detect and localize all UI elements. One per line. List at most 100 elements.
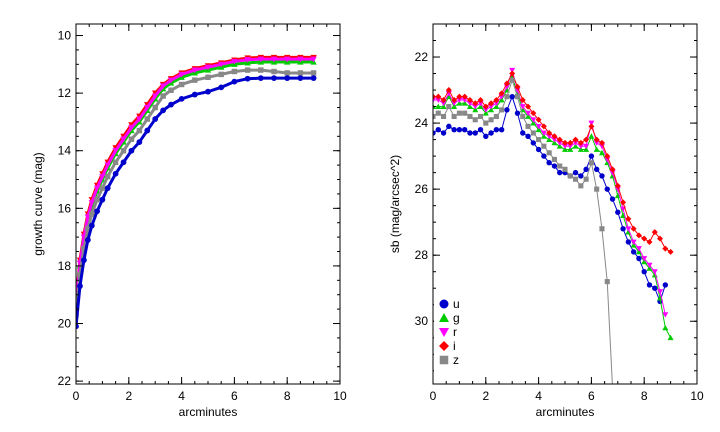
series-z-point [536, 137, 542, 143]
series-r-point [433, 97, 436, 103]
series-curve-3-point [104, 162, 111, 169]
series-r-point [662, 312, 669, 318]
series-curve-5-point [76, 323, 79, 330]
series-u-point [646, 282, 653, 288]
series-curve-3-point [297, 56, 304, 63]
series-curve-5-point [152, 116, 159, 122]
series-z-point [499, 107, 505, 113]
series-g-point [435, 103, 442, 109]
series-g-point [562, 146, 568, 152]
series-i-point [535, 116, 542, 123]
series-z-point [509, 77, 515, 83]
series-u-point [461, 126, 468, 133]
x-tick-label: 10 [690, 389, 704, 403]
series-curve-4-point [258, 67, 264, 73]
series-g-point [641, 258, 648, 265]
series-i-point [466, 96, 473, 103]
series-z-point [488, 117, 494, 123]
series-u-point [477, 126, 484, 133]
series-r-point [482, 107, 489, 113]
series-g-line [433, 75, 672, 338]
series-z-point [433, 113, 436, 120]
series-z-point [604, 279, 610, 285]
plot-area [433, 67, 674, 384]
series-i-point [519, 96, 526, 103]
series-i-point [609, 166, 616, 173]
x-tick-label: 4 [178, 389, 185, 403]
series-u-point [593, 166, 600, 173]
series-u-point [599, 173, 605, 179]
x-tick-label: 6 [231, 389, 238, 403]
series-r-point [588, 120, 595, 127]
series-r-point [572, 140, 579, 146]
series-u-point [588, 153, 595, 159]
series-i-point [577, 139, 584, 146]
series-g-point [498, 96, 505, 103]
series-i-point [440, 96, 447, 103]
series-i [433, 70, 674, 255]
x-tick-label: 2 [482, 389, 489, 403]
series-i-point [488, 100, 495, 107]
series-r-point [651, 269, 658, 275]
series-g-point [445, 93, 452, 100]
series-curve-5-point [205, 88, 211, 95]
series-r-point [593, 140, 600, 146]
series-r-point [583, 143, 590, 150]
y-axis-label: sb (mag/arcsec^2) [388, 155, 402, 253]
series-z-point [594, 186, 600, 192]
series-u-point [615, 209, 621, 215]
series-curve-5-point [178, 96, 185, 102]
series-r-point [604, 157, 611, 163]
series-curve-4-point [99, 185, 106, 191]
series-g-point [493, 103, 500, 109]
series-u-point [446, 123, 452, 130]
series-g-point [477, 103, 484, 109]
series-z-point [483, 120, 489, 126]
series-r-point [466, 100, 473, 107]
series-u-point [541, 153, 547, 159]
series-z-point [493, 113, 499, 120]
series-curve-4-point [178, 81, 185, 88]
series-curve-3-point [244, 57, 251, 63]
series-r-point [456, 97, 463, 103]
series-g-point [551, 139, 558, 146]
y-tick-label: 22 [58, 374, 72, 388]
series-u-point [546, 160, 552, 166]
series-r [433, 67, 669, 318]
series-z-point [446, 104, 452, 110]
y-tick-label: 14 [58, 144, 72, 158]
series-g-point [593, 146, 600, 152]
series-g-point [667, 334, 674, 341]
series-curve-4-point [284, 70, 290, 76]
series-u-point [630, 249, 637, 255]
series-u-point [604, 186, 610, 192]
series-curve-5-point [120, 159, 127, 166]
series-i-point [456, 93, 463, 100]
series-i-line [433, 72, 671, 253]
series-g-point [630, 242, 637, 248]
series-curve-5-point [104, 185, 111, 192]
series-r-line [433, 68, 666, 315]
series-i-point [482, 103, 489, 110]
series-r-point [493, 100, 500, 107]
series-curve-4-point [136, 127, 143, 134]
series-g-point [461, 100, 468, 106]
series-curve-4-point [192, 77, 198, 83]
series-g-point [567, 146, 574, 152]
series-r-point [519, 104, 526, 110]
series-z-point [477, 113, 484, 120]
series-u-point [557, 169, 563, 176]
series-z-point [599, 226, 605, 232]
series-i-point [525, 103, 532, 110]
series-i-point [620, 199, 627, 206]
series-curve-3-point [178, 71, 185, 78]
series-z-point [551, 156, 557, 162]
series-z-point [462, 110, 468, 116]
series-curve-5-line [76, 76, 314, 327]
series-u-point [583, 166, 589, 173]
series-u-point [472, 130, 478, 136]
series-z-point [451, 113, 457, 120]
series-curve-5-point [88, 222, 95, 229]
plot-area [76, 54, 317, 330]
series-z-point [467, 113, 473, 120]
